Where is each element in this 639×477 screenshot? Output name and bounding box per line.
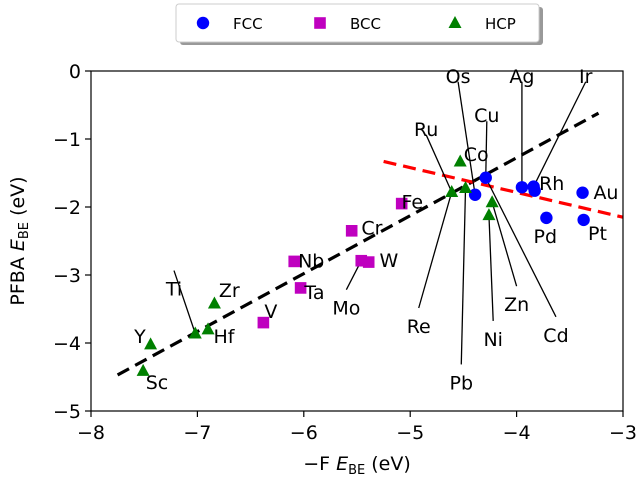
y-tick-label: 0: [69, 61, 81, 83]
point-label-os: Os: [446, 66, 471, 88]
point-label-pd: Pd: [534, 226, 558, 248]
point-label-fe: Fe: [402, 192, 424, 214]
point-hcp-2: [445, 185, 459, 198]
point-hcp-5: [482, 208, 496, 221]
point-label-ta: Ta: [303, 282, 324, 304]
leader-line-os: [457, 81, 476, 195]
fit-line-1: [116, 111, 600, 377]
point-label-cd: Cd: [543, 325, 568, 347]
leader-line-zn: [491, 202, 518, 287]
point-fcc-6: [576, 186, 589, 199]
leader-line-cu: [485, 121, 488, 178]
point-hcp-9: [144, 337, 158, 350]
plot-frame: [90, 70, 624, 412]
point-label-rh: Rh: [539, 173, 564, 195]
point-fcc-8: [577, 213, 590, 227]
point-label-pb: Pb: [450, 372, 474, 394]
point-label-zn: Zn: [504, 294, 529, 316]
point-label-nb: Nb: [298, 251, 324, 273]
leader-line-ti: [173, 270, 196, 334]
legend-label-fcc: FCC: [233, 15, 263, 33]
point-fcc-5: [528, 184, 541, 197]
y-tick-label: −2: [53, 197, 81, 219]
point-label-re: Re: [407, 316, 431, 338]
point-label-v: V: [264, 301, 277, 323]
point-fcc-3: [515, 181, 529, 194]
legend-label-hcp: HCP: [485, 15, 516, 33]
point-fcc-7: [540, 211, 553, 225]
point-bcc-5: [362, 256, 375, 268]
legend-marker-bcc: [314, 17, 326, 29]
y-tick-label: −5: [53, 401, 81, 423]
point-label-ru: Ru: [414, 119, 438, 141]
point-label-ag: Ag: [509, 66, 534, 88]
point-bcc-2: [345, 225, 358, 237]
point-label-w: W: [380, 250, 399, 272]
point-bcc-1: [395, 197, 408, 210]
x-tick-label: −8: [77, 422, 105, 444]
y-axis: 0 −1 −2 −3 −4 −5: [53, 61, 91, 423]
legend-marker-hcp: [448, 16, 462, 28]
point-label-mo: Mo: [332, 298, 360, 320]
point-label-zr: Zr: [219, 280, 240, 302]
legend-label-bcc: BCC: [350, 15, 381, 33]
point-bcc-6: [294, 282, 307, 294]
point-hcp-4: [485, 195, 499, 208]
point-label-ni: Ni: [483, 329, 503, 351]
leader-line-cd: [485, 177, 557, 318]
point-label-co: Co: [464, 144, 489, 166]
data-points: [136, 154, 590, 376]
y-axis-title: PFBA EBE (eV): [7, 176, 32, 305]
leader-line-re: [418, 191, 453, 309]
point-label-hf: Hf: [214, 326, 236, 348]
point-hcp-10: [136, 363, 150, 376]
point-label-y: Y: [133, 326, 146, 348]
legend-box: [175, 3, 540, 43]
x-tick-label: −4: [503, 422, 531, 444]
point-fcc-1: [479, 171, 492, 184]
point-label-ti: Ti: [165, 279, 182, 301]
leader-line-ir: [533, 81, 587, 187]
point-hcp-8: [188, 326, 202, 339]
legend: FCC BCC HCP: [175, 3, 543, 45]
point-fcc-2: [468, 188, 482, 201]
point-hcp-6: [207, 296, 221, 309]
point-hcp-1: [453, 154, 467, 167]
x-axis-title: −F EBE (eV): [303, 453, 411, 477]
x-axis: −8 −7 −6 −5 −4 −3: [77, 411, 637, 444]
point-bcc-4: [355, 254, 368, 267]
y-tick-label: −1: [53, 129, 81, 151]
point-hcp-3: [459, 180, 473, 193]
point-label-au: Au: [593, 182, 618, 204]
point-label-cu: Cu: [474, 105, 499, 127]
x-tick-label: −6: [290, 422, 318, 444]
fit-line-2: [383, 159, 624, 219]
leader-line-pb: [460, 187, 467, 365]
x-tick-label: −3: [609, 422, 637, 444]
point-label-sc: Sc: [146, 372, 169, 394]
leader-line-ni: [488, 215, 494, 321]
x-tick-label: −5: [396, 422, 424, 444]
point-labels: Os Ag Ir Ru Cu Co Fe Rh Au Pd Pt Cr Nb W Ta Mo V Ti Zr Hf Y S…: [133, 66, 618, 395]
point-bcc-3: [288, 255, 301, 268]
x-tick-label: −7: [183, 422, 211, 444]
point-label-pt: Pt: [588, 223, 607, 245]
y-tick-label: −4: [53, 333, 81, 355]
leader-line-ru: [425, 134, 453, 193]
point-bcc-7: [257, 316, 270, 329]
point-label-cr: Cr: [361, 217, 382, 239]
point-hcp-7: [201, 322, 215, 335]
y-tick-label: −3: [53, 265, 81, 287]
annotation-leaders: [173, 81, 587, 365]
point-label-ir: Ir: [579, 66, 593, 88]
legend-marker-fcc: [196, 16, 210, 30]
